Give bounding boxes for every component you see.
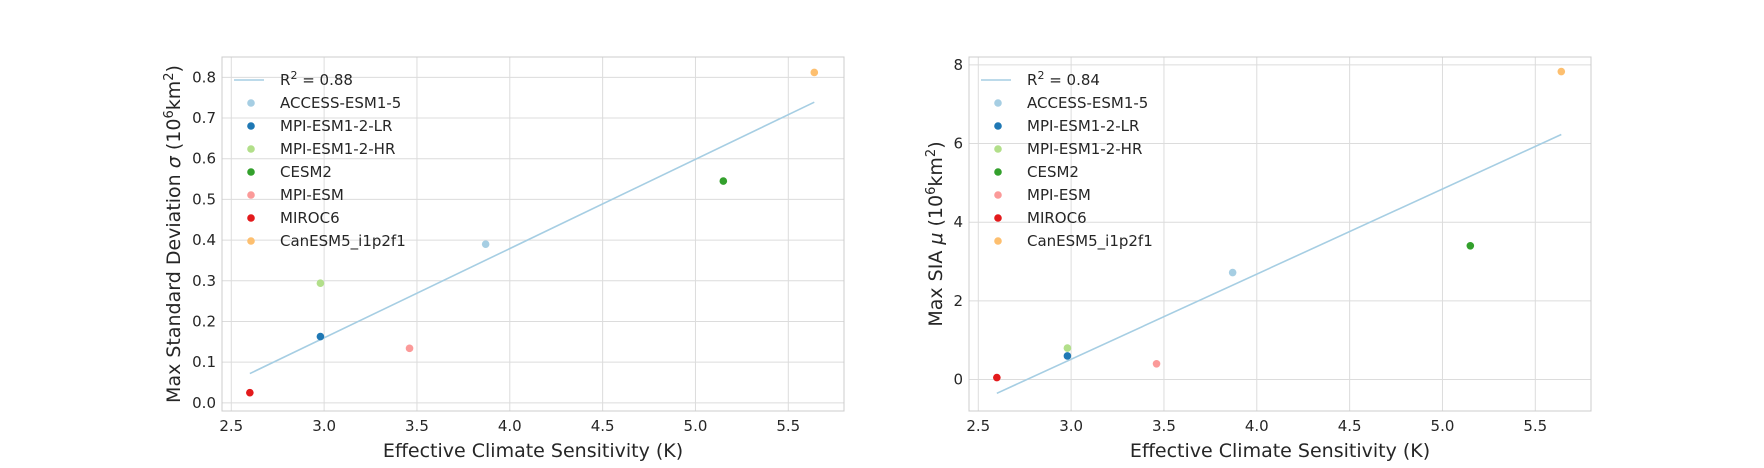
- legend-marker: [247, 168, 255, 176]
- x-tick-label: 4.0: [1245, 417, 1269, 435]
- y-tick-label: 2: [953, 292, 963, 310]
- legend-marker: [994, 237, 1002, 245]
- legend-marker: [247, 237, 255, 245]
- y-tick-label: 0.8: [192, 68, 216, 86]
- point-mpi-esm: [1152, 360, 1161, 368]
- left-plot-frame: [221, 56, 845, 412]
- point-access-esm1-5: [481, 240, 490, 248]
- right-legend: R2 = 0.84 ACCESS-ESM1-5 MPI-ESM1-2-LR MPI-E…: [981, 69, 1153, 251]
- left-x-axis-title: Effective Climate Sensitivity (K): [383, 440, 683, 462]
- left-grid: [222, 57, 844, 411]
- legend-label: MIROC6: [1027, 209, 1087, 227]
- x-tick-label: 3.0: [1059, 417, 1083, 435]
- legend-marker: [247, 191, 255, 199]
- legend-marker: [994, 168, 1002, 176]
- legend-label: MIROC6: [280, 209, 340, 227]
- legend-marker: [994, 145, 1002, 153]
- y-tick-label: 6: [953, 135, 963, 153]
- legend-label: MPI-ESM: [1027, 186, 1091, 204]
- legend-label: CanESM5_i1p2f1: [280, 232, 406, 251]
- right-plot-frame: [968, 56, 1592, 412]
- legend-label: MPI-ESM1-2-HR: [1027, 140, 1142, 158]
- legend-label: ACCESS-ESM1-5: [1027, 94, 1148, 112]
- legend-label-fit: R2 = 0.84: [1027, 69, 1100, 89]
- legend-marker: [994, 99, 1002, 107]
- y-tick-label: 0.4: [192, 231, 216, 249]
- y-tick-label: 0: [953, 371, 963, 389]
- x-tick-label: 2.5: [966, 417, 990, 435]
- legend-label: ACCESS-ESM1-5: [280, 94, 401, 112]
- x-tick-label: 3.0: [312, 417, 336, 435]
- x-tick-label: 4.5: [591, 417, 615, 435]
- point-canesm5-i1p2f1: [810, 68, 819, 77]
- x-tick-label: 5.0: [1431, 417, 1455, 435]
- legend-label: CESM2: [280, 163, 332, 181]
- left-scatter-panel: 2.5 3.0 3.5 4.0 4.5 5.0 5.5 0.0 0.1 0.2 0.3 0.4 0.5 0…: [162, 56, 845, 462]
- y-tick-label: 0.0: [192, 394, 216, 412]
- legend-marker: [247, 122, 255, 130]
- y-tick-label: 0.2: [192, 312, 216, 330]
- y-tick-label: 0.3: [192, 272, 216, 290]
- right-regression-line: [996, 133, 1562, 395]
- y-tick-label: 0.7: [192, 109, 216, 127]
- point-cesm2: [719, 177, 728, 185]
- point-mpi-esm1-2-lr: [316, 332, 325, 341]
- left-regression-line: [249, 101, 815, 375]
- point-canesm5-i1p2f1: [1557, 67, 1566, 76]
- legend-label: CanESM5_i1p2f1: [1027, 232, 1153, 251]
- left-legend: R2 = 0.88 ACCESS-ESM1-5 MPI-ESM1-2-LR MPI-E…: [234, 69, 406, 251]
- legend-marker: [247, 99, 255, 107]
- point-mpi-esm1-2-lr: [1063, 352, 1072, 360]
- x-tick-label: 5.5: [1523, 417, 1547, 435]
- right-x-axis-title: Effective Climate Sensitivity (K): [1130, 440, 1430, 462]
- legend-label: MPI-ESM1-2-LR: [1027, 117, 1139, 135]
- right-y-axis-title: Max SIA μ (106km2): [924, 141, 947, 326]
- legend-label: CESM2: [1027, 163, 1079, 181]
- point-miroc6: [993, 373, 1001, 382]
- y-tick-label: 0.5: [192, 190, 216, 208]
- point-mpi-esm: [405, 344, 414, 353]
- legend-marker: [994, 191, 1002, 199]
- point-mpi-esm1-2-hr: [316, 279, 325, 288]
- legend-label: MPI-ESM1-2-HR: [280, 140, 395, 158]
- x-tick-label: 2.5: [219, 417, 243, 435]
- x-tick-label: 3.5: [1152, 417, 1176, 435]
- legend-label-fit: R2 = 0.88: [280, 69, 353, 89]
- x-tick-label: 5.0: [684, 417, 708, 435]
- point-mpi-esm1-2-hr: [1063, 344, 1072, 352]
- legend-marker: [994, 214, 1002, 222]
- right-grid: [969, 57, 1591, 411]
- point-access-esm1-5: [1228, 268, 1237, 277]
- x-tick-label: 4.5: [1338, 417, 1362, 435]
- y-tick-label: 8: [953, 56, 963, 74]
- y-tick-label: 0.6: [192, 150, 216, 168]
- left-y-axis-title: Max Standard Deviation σ (106km2): [162, 65, 185, 403]
- point-cesm2: [1466, 242, 1475, 250]
- x-tick-label: 4.0: [498, 417, 522, 435]
- x-tick-label: 5.5: [776, 417, 800, 435]
- legend-label: MPI-ESM1-2-LR: [280, 117, 392, 135]
- y-tick-label: 0.1: [192, 353, 216, 371]
- right-scatter-panel: 2.5 3.0 3.5 4.0 4.5 5.0 5.5 0 2 4 6 8 Effective Clim…: [924, 56, 1592, 462]
- legend-marker: [247, 145, 255, 153]
- point-miroc6: [246, 388, 254, 397]
- legend-marker: [247, 214, 255, 222]
- y-tick-label: 4: [953, 213, 963, 231]
- legend-label: MPI-ESM: [280, 186, 344, 204]
- x-tick-label: 3.5: [405, 417, 429, 435]
- legend-marker: [994, 122, 1002, 130]
